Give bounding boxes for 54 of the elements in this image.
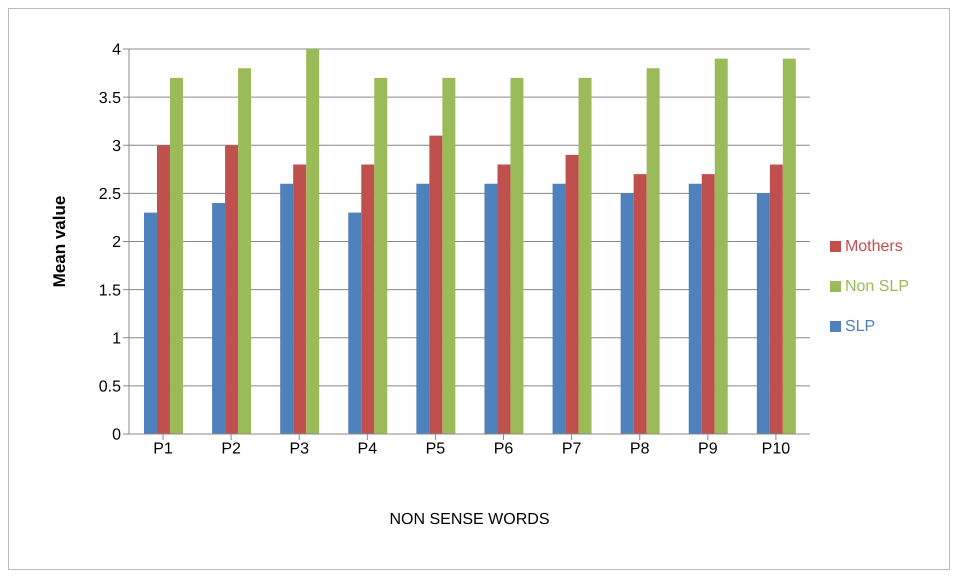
bar bbox=[170, 78, 183, 434]
bar bbox=[688, 184, 702, 434]
bar bbox=[416, 184, 430, 434]
y-tick-label: 1.5 bbox=[98, 282, 122, 300]
bar bbox=[442, 78, 456, 434]
bar bbox=[348, 212, 362, 434]
bar bbox=[702, 174, 715, 434]
x-tick-label: P8 bbox=[630, 440, 650, 458]
bar bbox=[374, 78, 388, 434]
bar bbox=[714, 58, 728, 434]
x-tick-label: P3 bbox=[289, 440, 310, 458]
bar bbox=[238, 68, 252, 434]
y-tick-label: 2 bbox=[112, 234, 122, 252]
x-tick-label: P7 bbox=[562, 440, 582, 458]
y-tick-label: 1 bbox=[112, 330, 122, 348]
legend-label: Non SLP bbox=[844, 278, 909, 294]
x-tick-label: P1 bbox=[153, 440, 173, 458]
x-tick-label: P10 bbox=[762, 440, 790, 458]
bar bbox=[280, 184, 294, 434]
bar bbox=[782, 58, 796, 434]
y-tick-label: 3.5 bbox=[98, 90, 122, 107]
bar bbox=[510, 78, 524, 434]
bar bbox=[552, 184, 566, 434]
x-axis-title: NON SENSE WORDS bbox=[389, 511, 550, 528]
bar bbox=[634, 174, 647, 434]
bar bbox=[566, 154, 579, 434]
x-tick-label: P9 bbox=[698, 440, 718, 458]
x-tick-label: P4 bbox=[358, 440, 378, 458]
y-tick-label: 3 bbox=[112, 138, 122, 155]
bar bbox=[361, 164, 374, 434]
y-axis-title: Mean value bbox=[50, 196, 70, 288]
legend-label: Mothers bbox=[844, 238, 903, 254]
bar bbox=[646, 68, 660, 434]
bar bbox=[578, 78, 592, 434]
legend-label: SLP bbox=[844, 318, 876, 334]
bar bbox=[756, 193, 770, 434]
bar bbox=[156, 145, 170, 434]
bar bbox=[144, 212, 157, 434]
bar bbox=[484, 184, 498, 434]
bar bbox=[306, 49, 320, 434]
bar bbox=[620, 193, 634, 434]
bar bbox=[770, 164, 783, 434]
bar bbox=[429, 136, 442, 434]
y-tick-label: 0 bbox=[112, 426, 122, 444]
x-tick-label: P2 bbox=[221, 440, 242, 458]
bar bbox=[293, 164, 306, 434]
bar bbox=[497, 164, 510, 434]
bar bbox=[225, 145, 238, 434]
bar bbox=[212, 203, 226, 434]
y-tick-label: 2.5 bbox=[98, 186, 122, 204]
y-tick-label: 4 bbox=[112, 42, 122, 59]
x-tick-label: P6 bbox=[494, 440, 514, 458]
y-tick-label: 0.5 bbox=[98, 378, 122, 396]
x-tick-label: P5 bbox=[426, 440, 446, 458]
